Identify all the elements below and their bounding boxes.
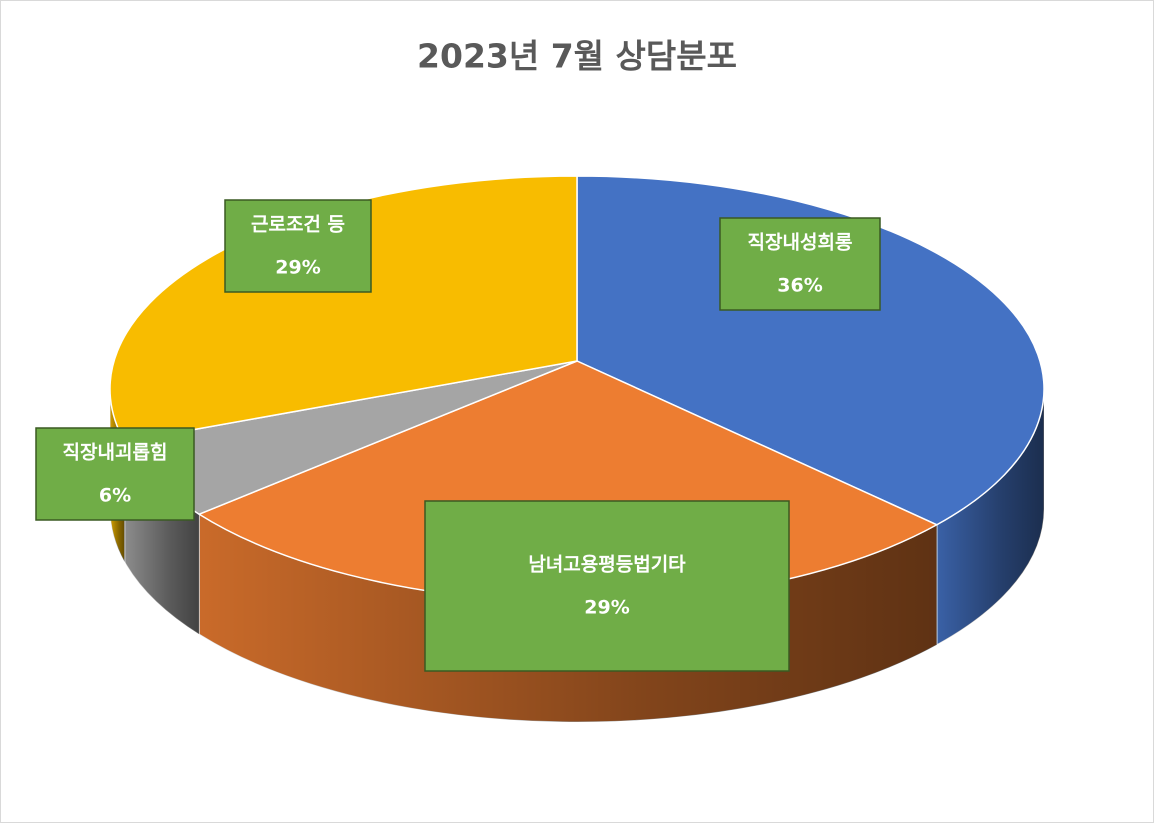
data-label: 29% xyxy=(584,597,629,619)
chart-title: 2023년 7월 상담분포 xyxy=(417,37,737,76)
category-label: 근로조건 등 xyxy=(251,214,345,236)
data-label: 6% xyxy=(99,485,131,507)
data-label-box xyxy=(224,199,372,293)
slice-side-shade xyxy=(936,389,1044,645)
data-label-box xyxy=(424,500,790,672)
slice xyxy=(109,175,578,443)
category-label: 직장내괴롭힘 xyxy=(63,442,168,464)
slice xyxy=(576,175,1045,526)
data-label-box xyxy=(35,427,195,521)
category-label: 직장내성희롱 xyxy=(748,232,853,254)
data-label: 29% xyxy=(275,257,320,279)
data-label: 36% xyxy=(777,275,822,297)
data-label-box xyxy=(719,217,881,311)
category-label: 남녀고용평등법기타 xyxy=(528,554,686,576)
